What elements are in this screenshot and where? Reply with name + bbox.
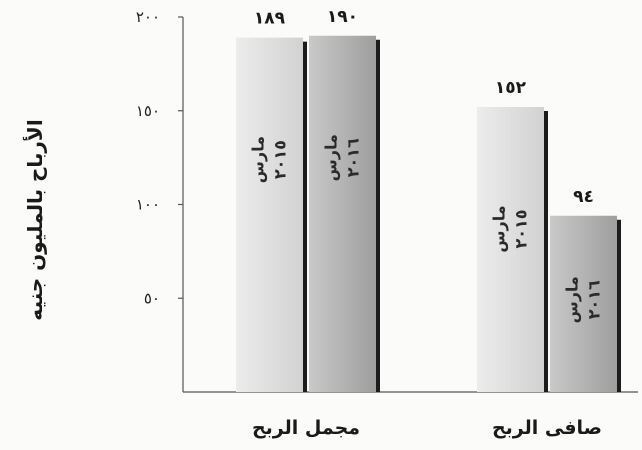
bar [550, 215, 617, 392]
x-category-label: مجمل الربح [252, 417, 360, 439]
bar [309, 35, 376, 392]
y-tick-label: ٥٠ [144, 289, 160, 307]
y-tick-label: ٢٠٠ [136, 8, 160, 26]
bar-series-label: مارس ٢٠١٦ [322, 134, 363, 181]
bar-series-label-year: ٢٠١٥ [271, 140, 290, 179]
y-axis-label: الأرباح بالمليون جنيه [22, 119, 47, 320]
bar-series-label-month: مارس [563, 276, 582, 323]
y-tick-label: ١٠٠ [136, 196, 160, 214]
bar [236, 37, 303, 392]
bar-series-label-year: ٢٠١٥ [512, 209, 531, 248]
y-tick-label: ١٥٠ [136, 102, 160, 120]
x-category-label: صافى الربح [492, 417, 602, 439]
bar [477, 107, 544, 392]
bar-series-label-month: مارس [249, 136, 268, 183]
bar-value-label: ١٩٠ [327, 7, 358, 27]
bar-series-label-month: مارس [490, 205, 509, 252]
bar-value-label: ١٥٢ [495, 78, 527, 98]
bar-series-label: مارس ٢٠١٥ [490, 205, 531, 252]
bar-series-label: مارس ٢٠١٦ [563, 276, 604, 323]
bar-series-label-year: ٢٠١٦ [344, 138, 363, 177]
bar-value-label: ٩٤ [573, 187, 594, 207]
bar-series-label: مارس ٢٠١٥ [249, 136, 290, 183]
bar-value-label: ١٨٩ [254, 9, 286, 29]
bar-series-label-month: مارس [322, 134, 341, 181]
bar-series-label-year: ٢٠١٦ [585, 280, 604, 319]
